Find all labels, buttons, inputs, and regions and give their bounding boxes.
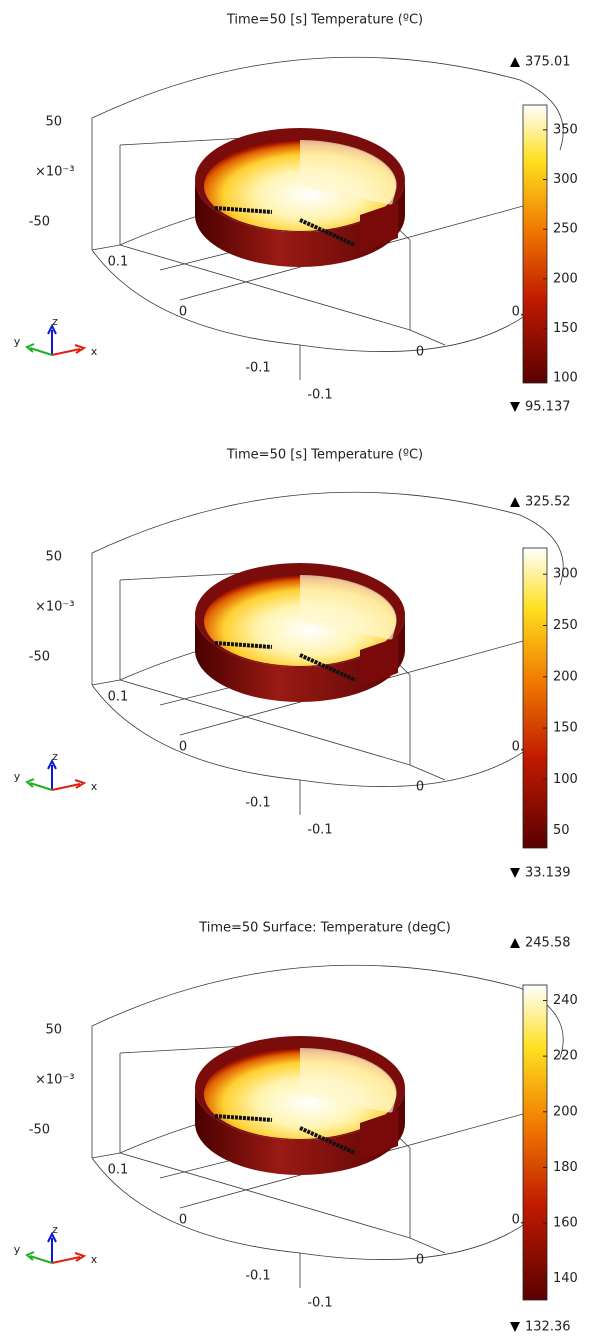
triad-label: y [14,770,21,783]
axis-tick-label: -50 [29,215,50,230]
axis-tick-label: 0 [416,345,424,360]
triad-y [25,343,53,356]
max-marker [510,938,520,948]
triad-label: x [91,345,98,358]
colorbar-tick-label: 200 [553,669,578,684]
triad-y [25,778,53,791]
min-label: 33.139 [525,866,571,881]
pan-cut-top [300,1047,397,1113]
axis-tick-label: -50 [29,1123,50,1138]
pan-cut-top [300,574,397,640]
colorbar-tick-label: 250 [553,222,578,237]
colorbar-tick-label: 150 [553,321,578,336]
axis-tick-label: 0 [179,1213,187,1228]
colorbar-tick-label: 150 [553,721,578,736]
pan-cut-face [360,1110,398,1160]
max-label: 245.58 [525,936,571,951]
axis-tick-label: 50 [45,115,62,130]
triad-z [47,1231,57,1263]
triad-x [51,779,87,791]
triad-z [47,323,57,355]
max-marker [510,497,520,507]
colorbar-tick-label: 300 [553,567,578,582]
colorbar-tick-label: 250 [553,618,578,633]
axis-tick-label: 0 [179,305,187,320]
colorbar [522,104,548,384]
axis-tick-label: -0.1 [307,1296,332,1311]
colorbar-tick-label: 200 [553,1104,578,1119]
colorbar-tick-label: 100 [553,772,578,787]
panel: Time=50 [s] Temperature (ºC) 50 ×10⁻³ -50 0.… [14,448,578,881]
colorbar-tick-label: 100 [553,371,578,386]
triad-label: x [91,1253,98,1266]
triad-label: z [52,1223,58,1236]
max-marker [510,57,520,67]
axis-tick-label: 0.1 [108,690,129,705]
axis-tick-label: 0 [179,740,187,755]
axis-tick-label: -0.1 [245,361,270,376]
axis-tick-label: ×10⁻³ [35,165,75,180]
triad-x [51,344,87,356]
triad-y [25,1251,53,1264]
colorbar-tick-label: 180 [553,1160,578,1175]
axis-tick-label: ×10⁻³ [35,1073,75,1088]
axis-tick-label: -0.1 [245,1269,270,1284]
colorbar-tick-label: 200 [553,271,578,286]
max-label: 375.01 [525,55,571,70]
axis-tick-label: -0.1 [245,796,270,811]
min-marker [510,868,520,878]
pan-cut-face [360,202,398,252]
heater [214,641,356,682]
axis-tick-label: -0.1 [307,388,332,403]
triad-z [47,758,57,790]
panel: Time=50 Surface: Temperature (degC) 50 ×10… [14,921,578,1335]
colorbar-tick-label: 220 [553,1049,578,1064]
min-marker [510,402,520,412]
triad-x [51,1252,87,1264]
min-marker [510,1322,520,1332]
colorbar [522,547,548,849]
axis-tick-label: 50 [45,1023,62,1038]
axis-tick-label: -50 [29,650,50,665]
triad-label: y [14,335,21,348]
triad-label: z [52,315,58,328]
pan-cut-top [300,139,397,205]
panel-title: Time=50 Surface: Temperature (degC) [198,921,451,936]
colorbar [522,984,548,1301]
panel: Time=50 [s] Temperature (ºC) 50 ×10⁻³ -50 0.… [14,13,578,415]
axis-tick-label: 0 [416,1253,424,1268]
axis-tick-label: 0.1 [108,1163,129,1178]
triad-label: z [52,750,58,763]
axis-tick-label: 0.1 [108,255,129,270]
axis-tick-label: 50 [45,550,62,565]
axis-tick-label: 0 [416,780,424,795]
axis-tick-label: ×10⁻³ [35,600,75,615]
pan-cut-face [360,637,398,687]
max-label: 325.52 [525,495,571,510]
triad-label: y [14,1243,21,1256]
colorbar-tick-label: 300 [553,172,578,187]
colorbar-tick-label: 240 [553,993,578,1008]
colorbar-tick-label: 160 [553,1216,578,1231]
axis-tick-label: -0.1 [307,823,332,838]
panel-title: Time=50 [s] Temperature (ºC) [226,13,423,28]
triad-label: x [91,780,98,793]
min-label: 95.137 [525,400,571,415]
colorbar-tick-label: 140 [553,1271,578,1286]
min-label: 132.36 [525,1320,571,1335]
heater [214,206,356,247]
colorbar-tick-label: 350 [553,122,578,137]
colorbar-tick-label: 50 [553,823,570,838]
heater [214,1114,356,1155]
panel-title: Time=50 [s] Temperature (ºC) [226,448,423,463]
